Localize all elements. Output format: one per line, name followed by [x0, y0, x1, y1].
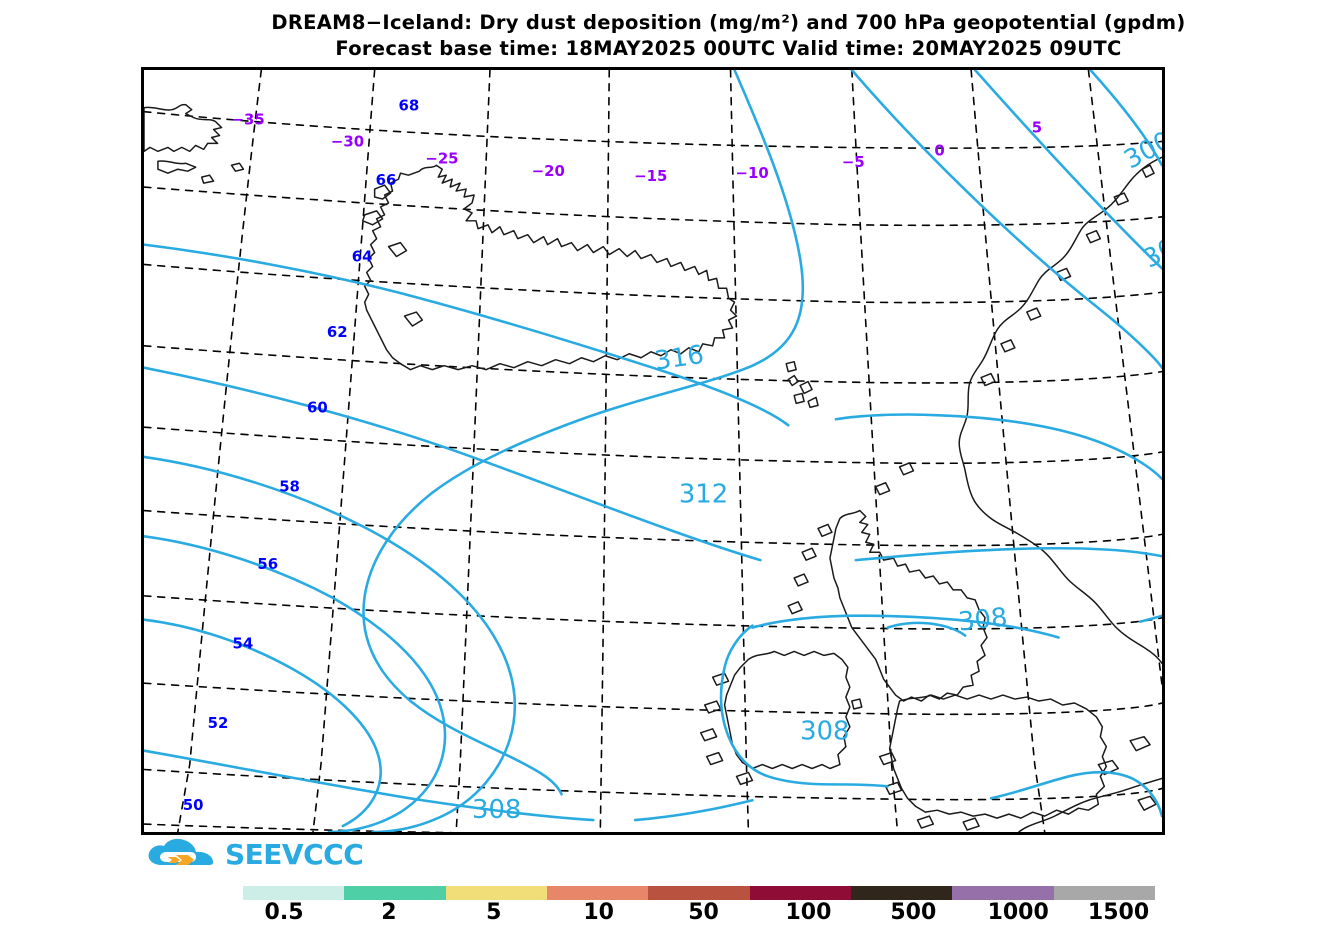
colorbar-labels: 0.5 2 5 10 50 100 500 1000 1500 [243, 900, 1155, 926]
svg-text:68: 68 [399, 97, 420, 115]
svg-text:312: 312 [679, 480, 728, 510]
colorbar-segment-8 [1053, 886, 1155, 900]
coastlines [144, 103, 1162, 832]
graticule-parallels [144, 110, 1162, 832]
svg-text:−15: −15 [634, 167, 667, 185]
svg-text:308: 308 [472, 795, 521, 825]
geopotential-contours [144, 70, 1162, 832]
svg-text:66: 66 [376, 171, 397, 189]
colorbar-tick-100: 100 [785, 900, 832, 925]
chart-title-block: DREAM8−Iceland: Dry dust deposition (mg/… [141, 10, 1316, 61]
map-canvas: .grat { fill:none; stroke:#000; stroke-w… [144, 70, 1162, 832]
svg-text:62: 62 [327, 323, 348, 341]
colorbar-tick-2: 2 [381, 900, 397, 925]
svg-text:52: 52 [208, 714, 229, 732]
colorbar-segment-0 [243, 886, 345, 900]
cloud-icon [148, 838, 214, 866]
colorbar-segment-1 [344, 886, 446, 900]
svg-text:−20: −20 [532, 162, 565, 180]
colorbar-tick-1000: 1000 [987, 900, 1049, 925]
svg-text:−25: −25 [425, 149, 458, 167]
svg-text:50: 50 [183, 796, 204, 814]
page-subtitle: Forecast base time: 18MAY2025 00UTC Vali… [335, 36, 1122, 60]
latitude-labels: 68 66 64 62 60 58 56 54 52 50 [183, 97, 419, 814]
svg-text:−10: −10 [736, 164, 769, 182]
colorbar [243, 886, 1155, 900]
colorbar-tick-0.5: 0.5 [264, 900, 304, 925]
colorbar-segment-3 [546, 886, 649, 900]
colorbar-segment-7 [952, 886, 1054, 900]
svg-text:0: 0 [934, 141, 944, 159]
svg-text:−30: −30 [331, 132, 364, 150]
svg-text:316: 316 [653, 340, 706, 377]
svg-text:308: 308 [957, 603, 1009, 638]
colorbar-tick-10: 10 [583, 900, 614, 925]
colorbar-tick-1500: 1500 [1087, 900, 1150, 925]
svg-text:56: 56 [257, 555, 278, 573]
colorbar-segment-5 [749, 886, 851, 900]
colorbar-tick-5: 5 [486, 900, 502, 925]
colorbar-tick-500: 500 [890, 900, 937, 925]
svg-text:−35: −35 [231, 111, 264, 129]
graticule-meridians [177, 70, 1162, 832]
page-title: DREAM8−Iceland: Dry dust deposition (mg/… [271, 11, 1186, 34]
seevccc-logo: SEEVCCC [146, 838, 364, 872]
svg-text:308: 308 [800, 717, 849, 747]
logo-text: SEEVCCC [225, 838, 364, 871]
colorbar-tick-50: 50 [688, 900, 719, 925]
svg-text:60: 60 [307, 398, 328, 416]
svg-text:58: 58 [279, 478, 300, 496]
temperature-labels: −35 −30 −25 −20 −15 −10 −5 0 5 [231, 111, 1042, 186]
svg-text:5: 5 [1032, 119, 1042, 137]
svg-text:54: 54 [232, 634, 253, 652]
colorbar-segment-4 [648, 886, 750, 900]
svg-text:64: 64 [352, 248, 373, 266]
colorbar-segment-6 [850, 886, 953, 900]
colorbar-segment-2 [445, 886, 547, 900]
map-panel: .grat { fill:none; stroke:#000; stroke-w… [141, 67, 1165, 835]
svg-text:−5: −5 [842, 153, 865, 171]
